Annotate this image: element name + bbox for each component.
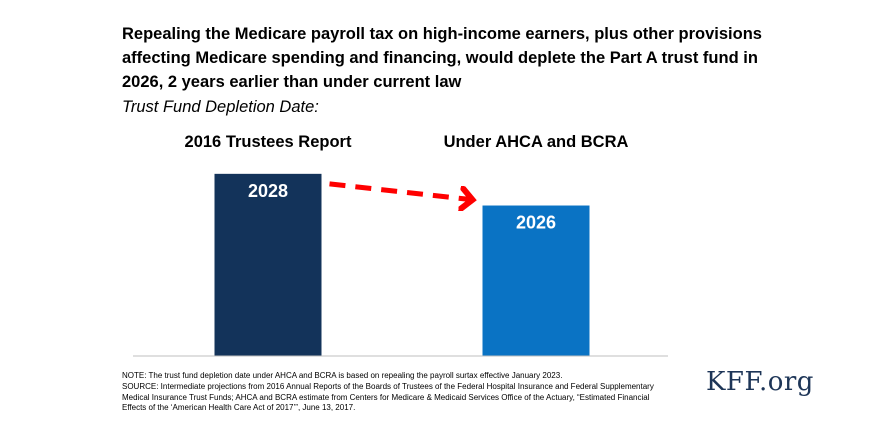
comparison-arrow — [329, 181, 471, 200]
chart-subtitle: Trust Fund Depletion Date: — [122, 98, 319, 116]
bar-1 — [214, 173, 322, 356]
bar-2 — [482, 205, 590, 356]
bar-value-label-2: 2026 — [516, 213, 556, 233]
source-text: SOURCE: Intermediate projections from 20… — [122, 381, 654, 413]
kff-logo: KFF.org — [706, 367, 814, 397]
footnotes: NOTE: The trust fund depletion date unde… — [122, 371, 662, 414]
category-label-1: 2016 Trustees Report — [185, 133, 352, 151]
chart-title: Repealing the Medicare payroll tax on hi… — [122, 25, 762, 91]
category-label-2: Under AHCA and BCRA — [444, 133, 629, 151]
bar-value-label-1: 2028 — [248, 181, 288, 201]
note-text: NOTE: The trust fund depletion date unde… — [122, 371, 563, 380]
